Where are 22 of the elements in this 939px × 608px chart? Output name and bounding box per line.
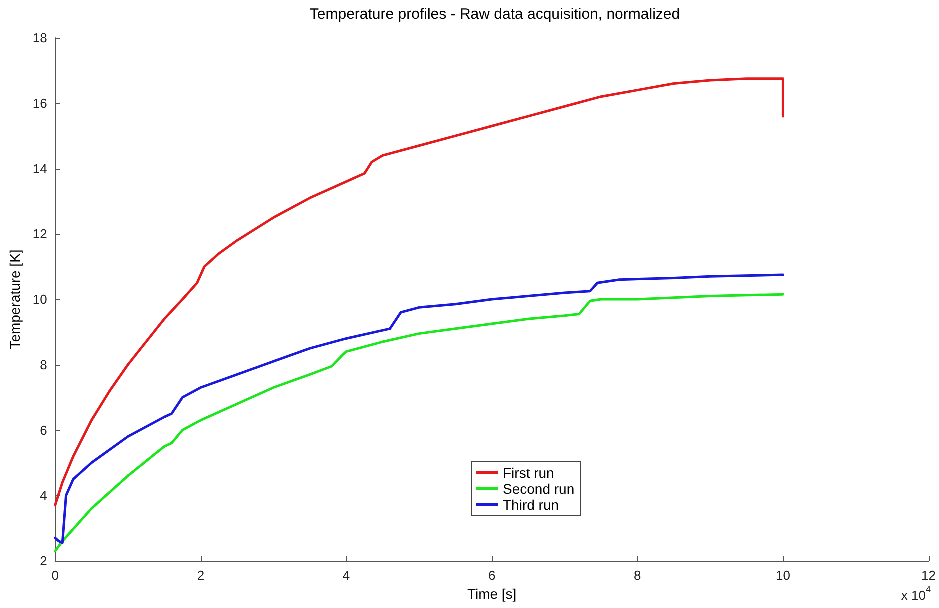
x-tick-label: 2 [197, 568, 205, 583]
legend-label: Second run [503, 481, 575, 497]
x-axis-title: Time [s] [467, 586, 517, 602]
y-axis-title: Temperature [K] [7, 250, 23, 350]
y-tick-label: 8 [40, 357, 48, 372]
y-tick-label: 12 [32, 226, 48, 242]
x-tick-label: 12 [922, 568, 936, 583]
x-tick-label: 10 [776, 568, 790, 583]
y-tick-label: 18 [32, 30, 48, 46]
y-tick-label: 4 [40, 488, 48, 504]
y-tick-label: 16 [32, 96, 48, 111]
x-tick-label: 8 [634, 568, 642, 583]
x-tick-label: 6 [488, 568, 496, 583]
legend-label: Third run [503, 497, 560, 513]
y-tick-label: 14 [32, 161, 48, 176]
y-tick-label: 10 [32, 292, 48, 307]
y-tick-label: 6 [40, 422, 48, 438]
chart-title: Temperature profiles - Raw data acquisition, normalized [310, 6, 680, 23]
x-tick-label: 4 [342, 568, 350, 583]
x-tick-label: 0 [52, 568, 59, 583]
legend-label: First run [503, 465, 554, 481]
y-tick-label: 2 [40, 554, 48, 568]
